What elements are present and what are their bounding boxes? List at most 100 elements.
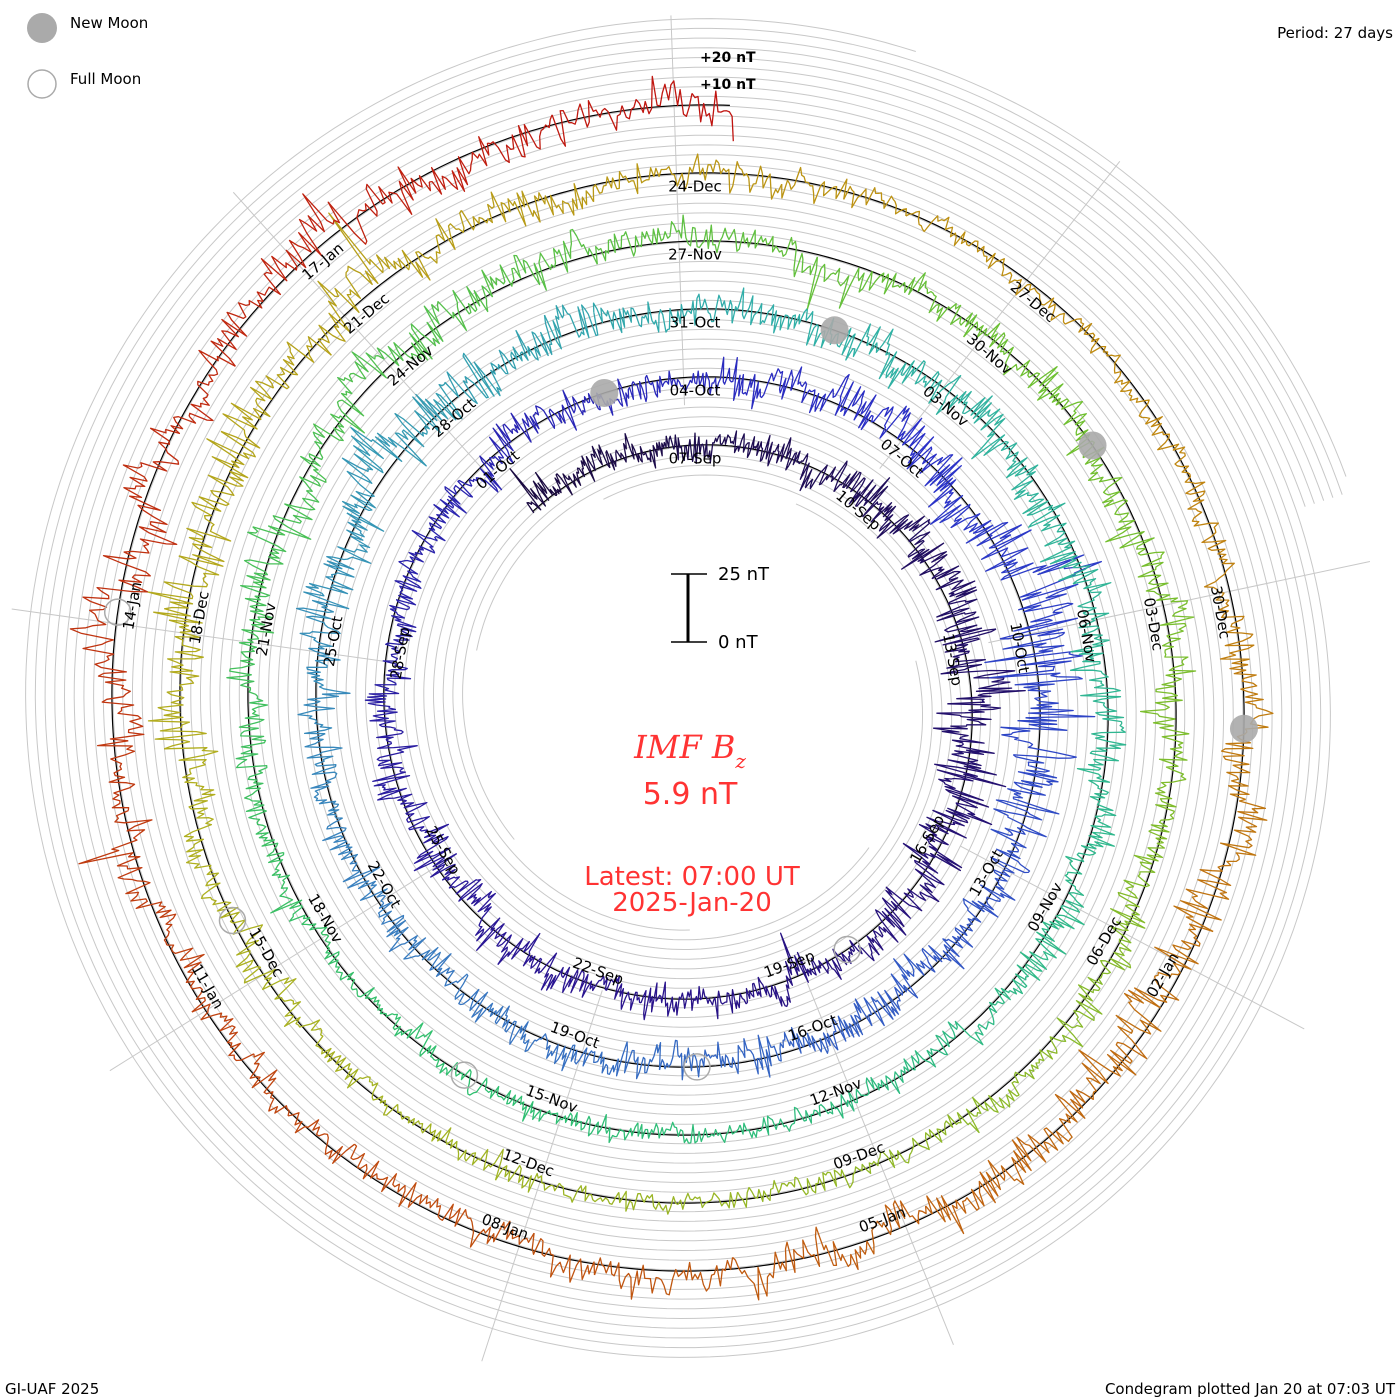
bz-segment [306, 645, 341, 692]
bz-segment [1035, 906, 1085, 959]
bz-segment [561, 389, 601, 431]
bz-segment [191, 1003, 255, 1062]
bz-segment [1003, 359, 1064, 403]
bz-segment [398, 1182, 469, 1227]
bz-segment [806, 256, 873, 310]
bz-segment [866, 1200, 927, 1255]
bz-segment [853, 989, 901, 1027]
full-moon-marker [218, 906, 247, 935]
bz-segment [862, 501, 910, 539]
bz-segment [845, 471, 891, 518]
bz-segment [641, 301, 688, 333]
bz-segment [394, 393, 443, 448]
bz-segment [800, 1226, 868, 1271]
bz-segment [388, 926, 441, 961]
bz-segment [167, 619, 204, 686]
legend: New Moon Full Moon [27, 13, 148, 99]
bz-segment [940, 628, 997, 675]
bz-segment [932, 703, 1002, 738]
bz-segment [475, 917, 512, 965]
bz-segment [324, 947, 358, 995]
bz-segment [385, 615, 417, 655]
latest-time: Latest: 07:00 UT [584, 862, 800, 892]
period-label: Period: 27 days [1277, 24, 1393, 42]
bz-segment [146, 555, 220, 624]
radial-grid-line [988, 561, 1371, 644]
date-label: 22-Sep [570, 954, 626, 989]
bz-segment [739, 1115, 793, 1139]
bz-segment [415, 210, 465, 281]
bz-segment [640, 981, 677, 1021]
date-label: 12-Dec [500, 1145, 556, 1180]
zero-baseline-spiral [111, 104, 1245, 1272]
bz-segment [429, 953, 469, 1000]
bz-segment [481, 254, 547, 298]
bz-segment [990, 828, 1031, 878]
bz-segment [901, 542, 948, 580]
bz-segment [902, 823, 963, 872]
bz-segment [687, 293, 733, 326]
bz-segment [963, 321, 1014, 376]
bz-segment [552, 471, 582, 496]
bz-segment [965, 240, 1018, 284]
date-label: 09-Dec [831, 1138, 887, 1173]
bz-segment [376, 894, 409, 938]
bz-segment [910, 1112, 962, 1153]
bz-segment [731, 287, 780, 334]
bz-segment [822, 1014, 864, 1051]
bz-segment [1069, 625, 1110, 674]
bz-segment [663, 1257, 734, 1296]
bz-segment [82, 543, 151, 603]
bz-segment [232, 919, 277, 984]
bz-segment [220, 380, 274, 449]
bz-segment [1060, 855, 1085, 913]
bz-segment [166, 944, 206, 1013]
bz-segment [1006, 455, 1039, 503]
bz-segment [718, 161, 783, 200]
bz-segment [521, 405, 566, 435]
bz-segment [96, 740, 136, 811]
scale-bottom-label: 0 nT [718, 632, 759, 653]
bz-segment [1219, 798, 1268, 866]
bz-segment [1152, 718, 1190, 780]
bz-segment [843, 185, 907, 217]
bz-segment [411, 503, 450, 552]
bz-segment [688, 1124, 741, 1144]
bz-segment [532, 1109, 585, 1131]
bz-segment [350, 426, 427, 474]
bz-segment [1014, 676, 1096, 719]
bz-segment [256, 239, 312, 302]
bz-segment [985, 1134, 1050, 1197]
bz-segment [956, 1089, 1020, 1134]
bz-segment [779, 932, 810, 1008]
grid-spiral [83, 76, 1306, 1300]
bz-segment [374, 653, 412, 691]
bz-segment [860, 405, 911, 441]
bz-segment [397, 1104, 452, 1142]
bz-segment [576, 444, 611, 482]
bz-segment [750, 368, 794, 410]
bz-segment [551, 100, 623, 147]
bz-segment [413, 823, 458, 872]
bz-segment [965, 521, 1032, 572]
full-moon-marker [103, 598, 132, 626]
bz-segment [618, 1190, 679, 1215]
spiral-grid [25, 18, 1347, 1358]
bz-segment [494, 1164, 560, 1193]
bz-segment [287, 1112, 355, 1164]
bz-segment [138, 415, 197, 472]
bz-segment [1000, 717, 1077, 759]
bz-segment [940, 669, 1026, 705]
date-label: 31-Oct [670, 314, 721, 332]
bz-segment [1078, 1039, 1148, 1096]
legend-new-moon: New Moon [70, 14, 148, 32]
bz-segment [265, 336, 332, 390]
bz-segment [1218, 599, 1255, 666]
bz-segment [838, 939, 880, 966]
bz-segment [741, 1034, 784, 1078]
bz-segment [398, 545, 436, 583]
title-main: IMF B [633, 728, 735, 766]
footer-plotted-time: Condegram plotted Jan 20 at 07:03 UT [1105, 1380, 1396, 1398]
bz-segment [854, 1149, 913, 1175]
bz-segment [952, 898, 985, 949]
